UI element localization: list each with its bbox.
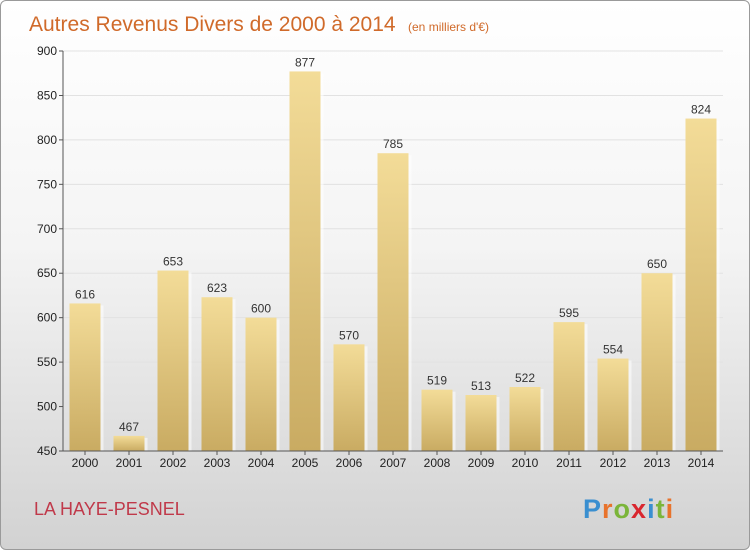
bar bbox=[685, 118, 717, 452]
location-label: LA HAYE-PESNEL bbox=[34, 499, 185, 519]
data-label: 467 bbox=[119, 420, 139, 434]
data-label: 650 bbox=[647, 257, 667, 271]
x-tick-label: 2008 bbox=[424, 456, 451, 470]
y-tick-label: 700 bbox=[37, 222, 57, 236]
logo-letter: P bbox=[583, 494, 602, 524]
bar bbox=[465, 395, 497, 451]
data-label: 824 bbox=[691, 103, 711, 117]
logo-letter: r bbox=[602, 494, 614, 524]
y-tick-label: 450 bbox=[37, 444, 57, 458]
chart-subtitle: (en milliers d'€) bbox=[408, 20, 489, 34]
data-label: 522 bbox=[515, 371, 535, 385]
bar bbox=[641, 273, 673, 451]
x-tick-label: 2003 bbox=[204, 456, 231, 470]
x-axis: 2000 2001 2002 2003 2004 2005 2006 2007 2008 2009… bbox=[63, 450, 723, 470]
x-tick-label: 2006 bbox=[336, 456, 363, 470]
x-tick-label: 2004 bbox=[248, 456, 275, 470]
logo-letter: i bbox=[647, 494, 656, 524]
data-label: 623 bbox=[207, 281, 227, 295]
x-tick-label: 2010 bbox=[512, 456, 539, 470]
y-tick-label: 650 bbox=[37, 266, 57, 280]
proxiti-logo: Proxiti bbox=[583, 494, 674, 524]
x-tick-label: 2014 bbox=[688, 456, 715, 470]
data-label: 616 bbox=[75, 287, 95, 301]
x-tick-label: 2002 bbox=[160, 456, 187, 470]
y-tick-label: 850 bbox=[37, 88, 57, 102]
bar bbox=[553, 322, 585, 451]
x-tick-label: 2011 bbox=[556, 456, 582, 470]
y-tick-label: 900 bbox=[37, 44, 57, 58]
bar bbox=[69, 303, 101, 451]
bars: 616 467 653 623 600 877 570 785 519 513 522 595 554 6… bbox=[69, 55, 720, 452]
x-tick-label: 2013 bbox=[644, 456, 671, 470]
y-tick-label: 600 bbox=[37, 311, 57, 325]
logo-letter: i bbox=[666, 494, 675, 524]
bar bbox=[289, 71, 321, 451]
x-tick-label: 2000 bbox=[72, 456, 99, 470]
y-axis: 450 500 550 600 650 700 750 800 850 900 bbox=[37, 44, 64, 458]
chart-title: Autres Revenus Divers de 2000 à 2014 (en… bbox=[29, 13, 489, 36]
bar bbox=[157, 270, 189, 451]
bar bbox=[377, 153, 409, 451]
chart-title-text: Autres Revenus Divers de 2000 à 2014 bbox=[29, 13, 396, 36]
data-label: 570 bbox=[339, 328, 359, 342]
x-tick-label: 2001 bbox=[116, 456, 143, 470]
data-label: 653 bbox=[163, 255, 183, 269]
data-label: 554 bbox=[603, 343, 623, 357]
bar bbox=[421, 389, 453, 451]
data-label: 513 bbox=[471, 379, 491, 393]
data-label: 600 bbox=[251, 302, 271, 316]
x-tick-label: 2005 bbox=[292, 456, 319, 470]
y-tick-label: 550 bbox=[37, 355, 57, 369]
x-tick-label: 2007 bbox=[380, 456, 407, 470]
y-tick-label: 800 bbox=[37, 133, 57, 147]
logo-letter: t bbox=[656, 494, 666, 524]
data-label: 519 bbox=[427, 374, 447, 388]
logo-letter: x bbox=[631, 494, 647, 524]
y-tick-label: 750 bbox=[37, 177, 57, 191]
bar bbox=[245, 317, 277, 451]
x-tick-label: 2009 bbox=[468, 456, 495, 470]
bar bbox=[509, 387, 541, 451]
bar bbox=[201, 297, 233, 451]
data-label: 595 bbox=[559, 306, 579, 320]
y-tick-label: 500 bbox=[37, 400, 57, 414]
bar bbox=[597, 358, 629, 451]
data-label: 785 bbox=[383, 137, 403, 151]
data-label: 877 bbox=[295, 55, 315, 69]
bar bbox=[333, 344, 365, 451]
logo-letter: o bbox=[614, 494, 632, 524]
bar bbox=[113, 435, 145, 451]
x-tick-label: 2012 bbox=[600, 456, 627, 470]
